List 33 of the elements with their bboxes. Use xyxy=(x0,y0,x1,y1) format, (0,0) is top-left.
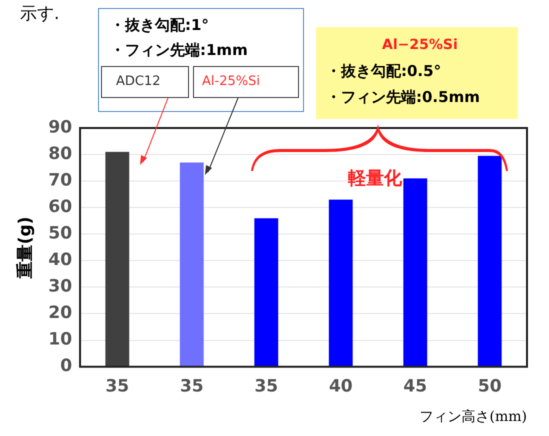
annotation: 軽量化 xyxy=(348,167,402,190)
x-tick-label: 35 xyxy=(180,376,204,396)
text: 示す. xyxy=(20,3,60,25)
bar xyxy=(105,152,130,366)
y-tick-label: 60 xyxy=(48,197,72,218)
x-tick-label: 50 xyxy=(478,376,502,396)
bar xyxy=(180,162,204,366)
text: Al−25%Si xyxy=(382,37,458,53)
y-tick-label: 0 xyxy=(60,356,72,376)
y-tick-label: 10 xyxy=(48,330,72,350)
text: ・フィン先端:1mm xyxy=(110,41,248,60)
y-tick-label: 50 xyxy=(48,224,72,244)
y-tick-label: 90 xyxy=(48,117,72,138)
x-tick-label: 35 xyxy=(105,376,130,396)
y-axis-title: 重量(g) xyxy=(16,216,36,280)
text: ・抜き勾配:1° xyxy=(110,16,209,35)
bar xyxy=(254,218,278,366)
text: ADC12 xyxy=(116,74,161,89)
text: ・抜き勾配:0.5° xyxy=(326,62,442,81)
x-tick-label: 45 xyxy=(403,376,428,396)
bar xyxy=(328,200,353,366)
text: ・フィン先端:0.5mm xyxy=(326,88,480,107)
text: Al-25%Si xyxy=(202,74,260,89)
y-tick-label: 40 xyxy=(48,250,72,270)
y-tick-label: 20 xyxy=(48,303,72,324)
x-tick-label: 35 xyxy=(254,376,278,396)
bar xyxy=(478,156,502,366)
y-tick-label: 30 xyxy=(48,276,72,297)
x-tick-label: 40 xyxy=(328,376,353,396)
y-tick-label: 80 xyxy=(48,144,72,164)
x-axis-title: フィン高さ(mm) xyxy=(420,409,527,426)
bar xyxy=(403,178,428,366)
y-tick-label: 70 xyxy=(48,170,72,190)
